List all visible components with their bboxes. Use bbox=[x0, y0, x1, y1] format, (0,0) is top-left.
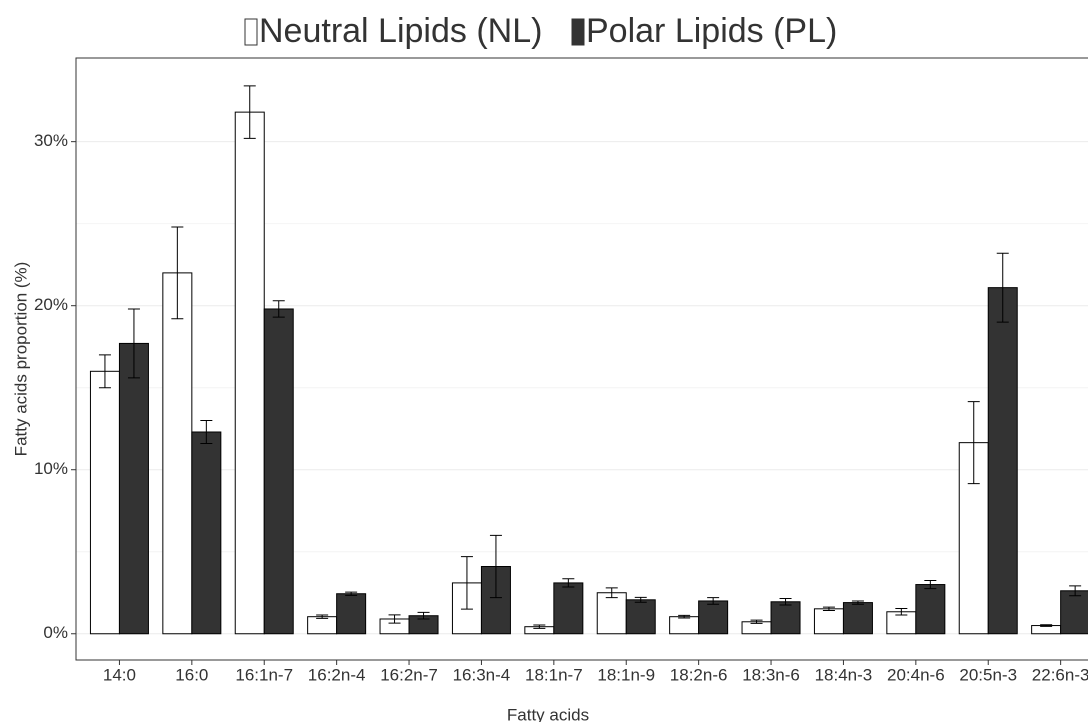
bar bbox=[234, 111, 265, 635]
error-bar bbox=[1069, 585, 1082, 597]
y-tick-label: 30% bbox=[34, 131, 68, 150]
x-tick-label: 18:1n-7 bbox=[525, 665, 583, 684]
error-bar bbox=[895, 607, 908, 616]
error-bar bbox=[388, 614, 401, 624]
error-bar bbox=[822, 606, 835, 611]
y-tick-label: 20% bbox=[34, 295, 68, 314]
x-tick-label: 20:5n-3 bbox=[959, 665, 1017, 684]
x-axis-title: Fatty acids bbox=[507, 705, 589, 722]
x-tick-label: 20:4n-6 bbox=[887, 665, 945, 684]
bar bbox=[915, 584, 946, 635]
bar bbox=[698, 600, 729, 635]
legend-label: Polar Lipids (PL) bbox=[586, 12, 837, 50]
x-tick-label: 14:0 bbox=[103, 665, 136, 684]
x-tick-label: 16:1n-7 bbox=[235, 665, 293, 684]
y-tick-label: 10% bbox=[34, 459, 68, 478]
x-tick-label: 16:2n-7 bbox=[380, 665, 438, 684]
x-tick-label: 16:3n-4 bbox=[453, 665, 511, 684]
bar bbox=[842, 602, 873, 635]
error-bar bbox=[171, 226, 184, 320]
error-bar bbox=[562, 578, 575, 588]
y-tick-label: 0% bbox=[43, 623, 68, 642]
bar bbox=[596, 592, 627, 635]
error-bar bbox=[489, 534, 502, 599]
error-bar bbox=[851, 600, 864, 605]
error-bar bbox=[779, 597, 792, 606]
error-bar bbox=[967, 401, 980, 485]
bar bbox=[625, 599, 656, 635]
error-bar bbox=[272, 300, 285, 318]
error-bar bbox=[634, 596, 647, 603]
error-bar bbox=[678, 614, 691, 619]
error-bar bbox=[98, 354, 111, 389]
bar bbox=[813, 608, 844, 635]
bar bbox=[162, 272, 193, 635]
bar bbox=[336, 593, 367, 635]
bar bbox=[307, 616, 338, 635]
bar bbox=[263, 308, 294, 635]
plot-frame bbox=[75, 57, 1088, 661]
error-bar bbox=[460, 556, 473, 610]
error-bar bbox=[924, 579, 937, 590]
bar bbox=[553, 582, 584, 635]
error-bar bbox=[127, 308, 140, 379]
x-tick-label: 16:2n-4 bbox=[308, 665, 366, 684]
x-tick-label: 18:1n-9 bbox=[597, 665, 655, 684]
bar bbox=[770, 601, 801, 635]
error-bar bbox=[533, 624, 546, 629]
error-bar bbox=[316, 614, 329, 619]
x-tick-label: 16:0 bbox=[175, 665, 208, 684]
bar bbox=[89, 370, 120, 635]
x-tick-label: 18:3n-6 bbox=[742, 665, 800, 684]
error-bar bbox=[750, 619, 763, 624]
legend-swatch bbox=[571, 18, 585, 46]
x-tick-label: 22:6n-3 bbox=[1032, 665, 1088, 684]
bar bbox=[669, 616, 700, 635]
x-tick-label: 18:2n-6 bbox=[670, 665, 728, 684]
bar bbox=[118, 342, 149, 635]
bar bbox=[191, 431, 222, 635]
bar bbox=[987, 287, 1018, 635]
error-bar bbox=[200, 420, 213, 444]
error-bar bbox=[417, 611, 430, 620]
error-bar bbox=[1040, 624, 1053, 627]
bar bbox=[1060, 590, 1088, 635]
error-bar bbox=[345, 591, 358, 596]
error-bar bbox=[707, 597, 720, 605]
error-bar bbox=[243, 85, 256, 139]
error-bar bbox=[996, 252, 1009, 323]
error-bar bbox=[605, 587, 618, 599]
y-axis-title: Fatty acids proportion (%) bbox=[11, 262, 30, 457]
legend-swatch bbox=[244, 18, 258, 46]
legend-label: Neutral Lipids (NL) bbox=[259, 12, 542, 50]
x-tick-label: 18:4n-3 bbox=[815, 665, 873, 684]
